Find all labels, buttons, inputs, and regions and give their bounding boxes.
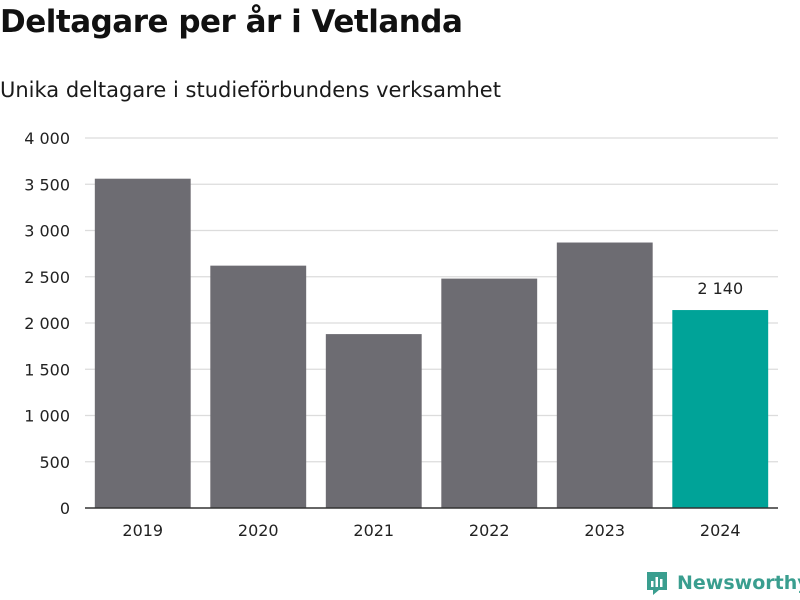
- y-tick-label: 2 500: [24, 268, 70, 287]
- data-label: 2 140: [697, 279, 743, 298]
- x-tick-label: 2021: [353, 521, 394, 540]
- brand-name: Newsworthy: [677, 572, 800, 594]
- bar-2024: [672, 310, 769, 508]
- bar-2023: [556, 242, 653, 508]
- x-tick-label: 2022: [469, 521, 510, 540]
- bar-2019: [94, 178, 191, 508]
- chart-title: Deltagare per år i Vetlanda: [0, 4, 463, 40]
- brand-logo: Newsworthy: [645, 570, 800, 596]
- bar-2022: [441, 278, 538, 508]
- x-tick-label: 2023: [584, 521, 625, 540]
- x-tick-label: 2020: [238, 521, 279, 540]
- newsworthy-logo-icon: [647, 572, 667, 595]
- chart-subtitle: Unika deltagare i studieförbundens verks…: [0, 78, 501, 102]
- y-tick-label: 2 000: [24, 314, 70, 333]
- y-tick-label: 3 500: [24, 175, 70, 194]
- y-tick-label: 1 500: [24, 360, 70, 379]
- bar-2020: [210, 265, 307, 508]
- bar-2021: [325, 334, 422, 508]
- y-tick-label: 500: [39, 453, 70, 472]
- y-tick-label: 3 000: [24, 222, 70, 241]
- y-tick-label: 0: [60, 499, 70, 518]
- x-tick-label: 2024: [700, 521, 741, 540]
- y-tick-label: 4 000: [24, 129, 70, 148]
- x-tick-label: 2019: [122, 521, 163, 540]
- y-tick-label: 1 000: [24, 407, 70, 426]
